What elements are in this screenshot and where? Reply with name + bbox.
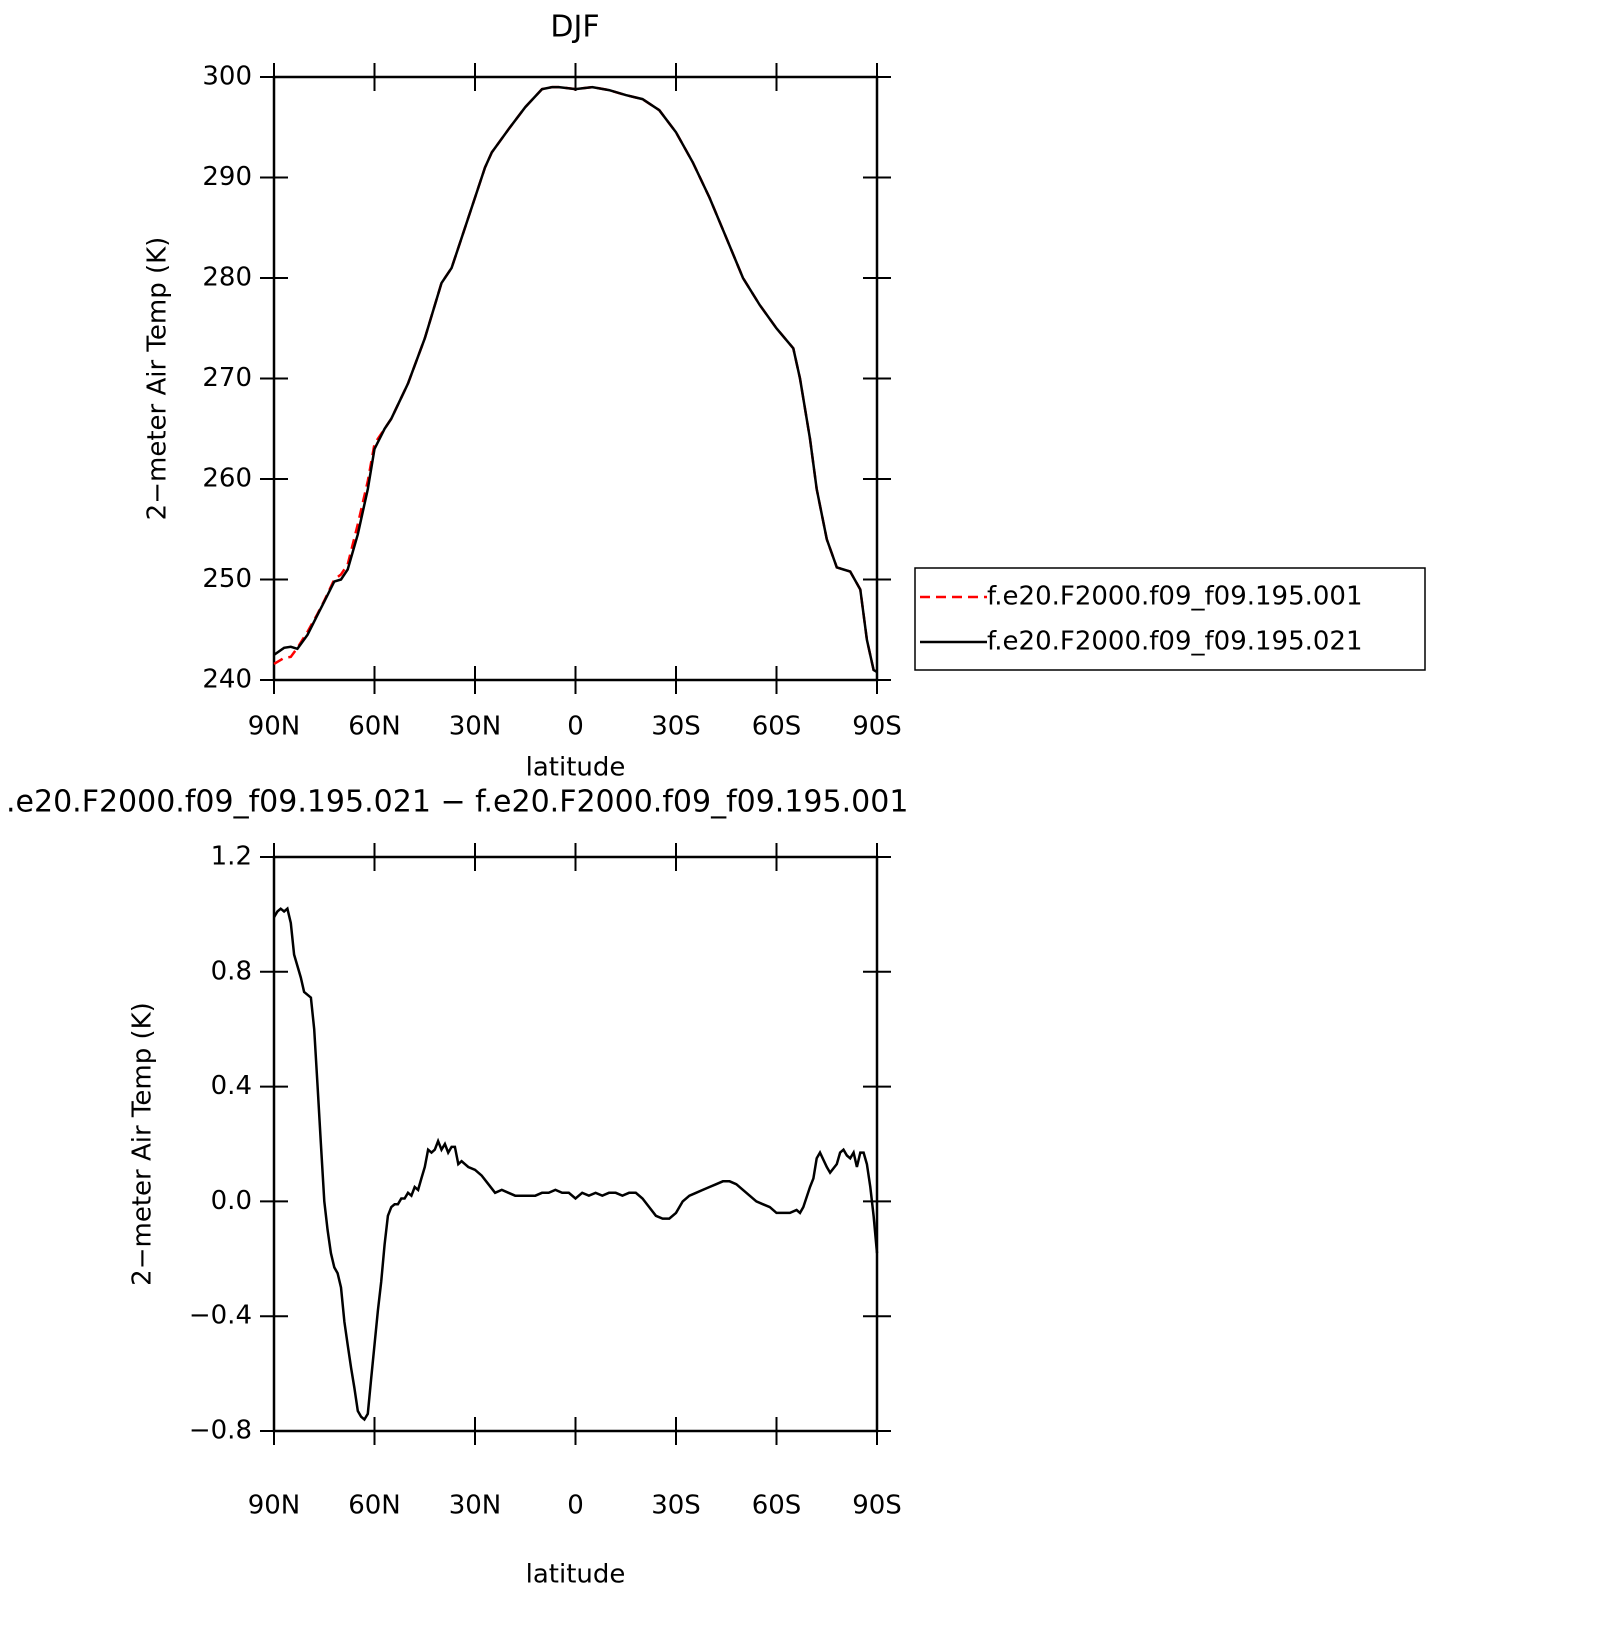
x-axis-label: latitude <box>526 1560 626 1590</box>
chart-title: .e20.F2000.f09_f09.195.021 − f.e20.F2000… <box>6 785 908 820</box>
y-tick-label: 0.8 <box>211 956 252 986</box>
y-tick-label: 250 <box>202 564 252 594</box>
y-tick-label: 0.4 <box>211 1071 252 1101</box>
x-tick-label: 90N <box>248 712 301 742</box>
x-tick-label: 30S <box>651 712 701 742</box>
y-tick-label: 260 <box>202 464 252 494</box>
x-tick-label: 0 <box>567 712 584 742</box>
series-line <box>273 85 878 674</box>
legend-label: f.e20.F2000.f09_f09.195.021 <box>987 627 1363 657</box>
y-tick-label: 280 <box>202 263 252 293</box>
y-tick-label: −0.4 <box>189 1301 252 1331</box>
legend-box <box>914 567 1426 671</box>
series-line <box>272 906 879 1422</box>
x-tick-label: 90S <box>852 712 902 742</box>
x-tick-label: 30N <box>449 1491 502 1521</box>
x-tick-label: 90S <box>852 1491 902 1521</box>
x-tick-label: 60N <box>348 1491 401 1521</box>
plot-frame <box>272 75 879 682</box>
y-tick-label: 240 <box>202 665 252 695</box>
y-tick-label: 290 <box>202 162 252 192</box>
series-line <box>273 85 878 674</box>
x-tick-label: 60S <box>752 1491 802 1521</box>
x-axis-label: latitude <box>526 753 626 783</box>
y-tick-label: 0.0 <box>211 1186 252 1216</box>
y-axis-label: 2−meter Air Temp (K) <box>128 1002 158 1286</box>
x-tick-label: 90N <box>248 1491 301 1521</box>
chart-title: DJF <box>550 10 599 45</box>
x-tick-label: 30N <box>449 712 502 742</box>
legend-label: f.e20.F2000.f09_f09.195.001 <box>987 582 1363 612</box>
y-tick-label: −0.8 <box>189 1416 252 1446</box>
y-tick-label: 1.2 <box>211 842 252 872</box>
y-axis-label: 2−meter Air Temp (K) <box>143 237 173 521</box>
plot-frame <box>272 855 879 1433</box>
x-tick-label: 60S <box>752 712 802 742</box>
x-tick-label: 30S <box>651 1491 701 1521</box>
y-tick-label: 270 <box>202 363 252 393</box>
x-tick-label: 60N <box>348 712 401 742</box>
y-tick-label: 300 <box>202 62 252 92</box>
x-tick-label: 0 <box>567 1491 584 1521</box>
